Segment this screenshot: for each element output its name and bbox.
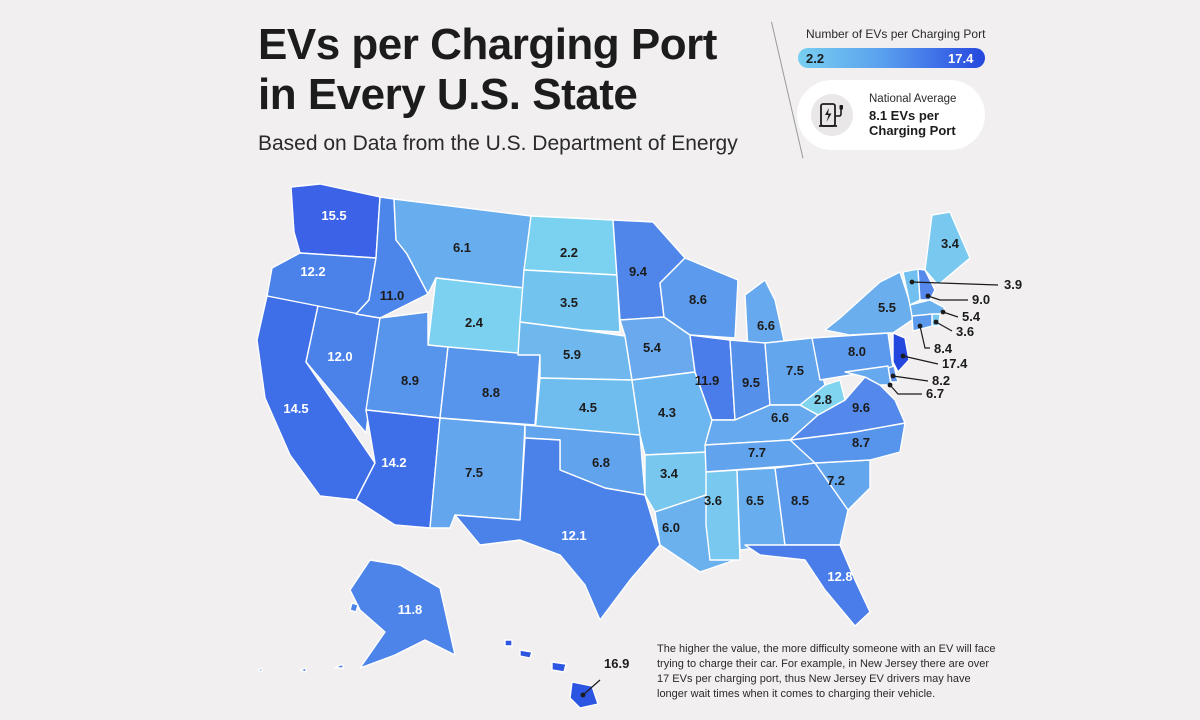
title-line-2: in Every U.S. State bbox=[258, 70, 638, 119]
label-wi: 8.6 bbox=[689, 292, 707, 307]
label-de: 8.2 bbox=[932, 373, 950, 388]
state-sd[interactable] bbox=[519, 269, 621, 333]
label-sc: 7.2 bbox=[827, 473, 845, 488]
state-hi-kauai[interactable] bbox=[504, 639, 513, 647]
ev-charger-icon bbox=[811, 94, 853, 136]
state-ak[interactable] bbox=[349, 559, 456, 669]
label-ar: 3.4 bbox=[660, 466, 679, 481]
label-va: 9.6 bbox=[852, 400, 870, 415]
label-il: 11.9 bbox=[695, 373, 720, 388]
label-ky: 6.6 bbox=[771, 410, 789, 425]
state-wi[interactable] bbox=[659, 257, 739, 339]
national-average-label: National Average bbox=[869, 93, 957, 105]
page-title: EVs per Charging Port in Every U.S. Stat… bbox=[258, 20, 717, 120]
state-hi-maui[interactable] bbox=[551, 661, 567, 673]
state-ny[interactable] bbox=[824, 271, 916, 336]
page-subtitle: Based on Data from the U.S. Department o… bbox=[258, 132, 738, 155]
label-mt: 6.1 bbox=[453, 240, 471, 255]
state-me[interactable] bbox=[924, 211, 971, 286]
state-ct[interactable] bbox=[911, 313, 933, 332]
label-nd: 2.2 bbox=[560, 245, 578, 260]
state-ak-island[interactable] bbox=[349, 602, 359, 613]
title-line-1: EVs per Charging Port bbox=[258, 20, 717, 69]
legend-gradient-bar bbox=[798, 48, 985, 68]
national-average-card: National Average 8.1 EVs per Charging Po… bbox=[797, 80, 985, 150]
label-ks: 4.5 bbox=[579, 400, 597, 415]
state-tx[interactable] bbox=[454, 437, 661, 621]
state-nj[interactable] bbox=[892, 332, 910, 373]
label-mo: 4.3 bbox=[658, 405, 676, 420]
label-ak: 11.8 bbox=[398, 602, 423, 617]
label-fl: 12.8 bbox=[827, 569, 852, 584]
national-average-value: 8.1 EVs per Charging Port bbox=[869, 108, 956, 138]
label-wy: 2.4 bbox=[465, 315, 484, 330]
label-nh: 9.0 bbox=[972, 292, 990, 307]
label-ok: 6.8 bbox=[592, 455, 610, 470]
label-ny: 5.5 bbox=[878, 300, 896, 315]
label-ca: 14.5 bbox=[283, 401, 308, 416]
label-ia: 5.4 bbox=[643, 340, 662, 355]
legend-min-value: 2.2 bbox=[806, 51, 825, 66]
label-mn: 9.4 bbox=[629, 264, 648, 279]
state-ak-chain[interactable] bbox=[257, 663, 345, 673]
label-wv: 2.8 bbox=[814, 392, 832, 407]
state-nh[interactable] bbox=[917, 268, 936, 301]
label-az: 14.2 bbox=[381, 455, 406, 470]
legend-title: Number of EVs per Charging Port bbox=[806, 27, 986, 41]
label-co: 8.8 bbox=[482, 385, 500, 400]
legend-max-value: 17.4 bbox=[948, 51, 974, 66]
label-nj: 17.4 bbox=[942, 356, 968, 371]
state-mi[interactable] bbox=[744, 279, 786, 351]
label-ri: 3.6 bbox=[956, 324, 974, 339]
label-nv: 12.0 bbox=[327, 349, 352, 364]
state-hi-oahu[interactable] bbox=[519, 649, 533, 659]
label-ne: 5.9 bbox=[563, 347, 581, 362]
label-nc: 8.7 bbox=[852, 435, 870, 450]
label-md: 6.7 bbox=[926, 386, 944, 401]
label-ct: 8.4 bbox=[934, 341, 953, 356]
explanation-note: The higher the value, the more difficult… bbox=[657, 643, 996, 700]
label-ut: 8.9 bbox=[401, 373, 419, 388]
label-wa: 15.5 bbox=[321, 208, 346, 223]
state-fl[interactable] bbox=[744, 544, 871, 627]
state-va[interactable] bbox=[789, 376, 906, 441]
state-ms[interactable] bbox=[705, 469, 741, 561]
label-ms: 3.6 bbox=[704, 493, 722, 508]
label-hi: 16.9 bbox=[604, 656, 629, 671]
label-or: 12.2 bbox=[300, 264, 325, 279]
state-wv[interactable] bbox=[799, 379, 846, 416]
state-md[interactable] bbox=[844, 365, 892, 386]
label-in: 9.5 bbox=[742, 375, 760, 390]
label-mi: 6.6 bbox=[757, 318, 775, 333]
label-pa: 8.0 bbox=[848, 344, 866, 359]
label-al: 6.5 bbox=[746, 493, 764, 508]
label-id: 11.0 bbox=[380, 288, 405, 303]
label-la: 6.0 bbox=[662, 520, 680, 535]
label-sd: 3.5 bbox=[560, 295, 578, 310]
label-vt: 3.9 bbox=[1004, 277, 1022, 292]
label-ga: 8.5 bbox=[791, 493, 809, 508]
label-ma: 5.4 bbox=[962, 309, 981, 324]
label-nm: 7.5 bbox=[465, 465, 483, 480]
state-ga[interactable] bbox=[774, 462, 849, 546]
callout-lines bbox=[580, 279, 999, 698]
label-oh: 7.5 bbox=[786, 363, 804, 378]
label-tx: 12.1 bbox=[561, 528, 586, 543]
label-tn: 7.7 bbox=[748, 445, 766, 460]
label-me: 3.4 bbox=[941, 236, 960, 251]
